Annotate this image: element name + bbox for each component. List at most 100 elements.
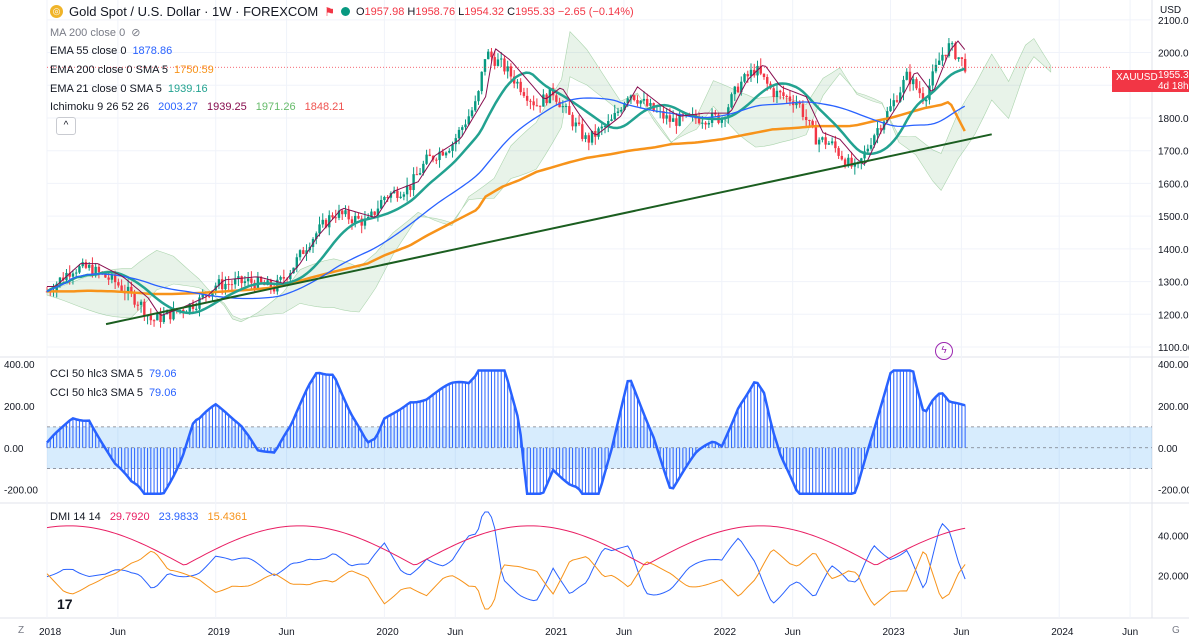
candle-body [188,303,191,312]
candle-body [571,114,574,127]
candle-body [373,211,376,215]
candle-body [493,57,496,66]
candle-body [931,71,934,86]
price-tick-label: 1400.00 [1158,245,1189,256]
legend-cci1[interactable]: CCI 50 hlc3 SMA 5 79.06 [50,368,177,380]
candle-body [363,218,367,226]
candle-body [480,71,483,92]
grid [0,0,1189,619]
candle-body [224,283,227,290]
legend-ichimoku[interactable]: Ichimoku 9 26 52 26 2003.27 1939.25 1971… [50,101,345,113]
candle-body [289,273,292,280]
candle-body [337,210,341,218]
candle-body [558,101,561,108]
candle-body [344,210,347,215]
candle-body [895,100,899,102]
candle-body [120,285,123,292]
candle-body [532,101,535,106]
price-tick-label: 2100.00 [1158,16,1189,27]
time-tick-label: 2022 [714,627,737,638]
flag-icon[interactable]: ⚑ [324,4,335,19]
legend-ema21[interactable]: EMA 21 close 0 SMA 5 1939.16 [50,83,208,95]
ema55-line [46,97,966,300]
legend-ma200[interactable]: MA 200 close 0 ⊘ [50,27,141,39]
candle-body [824,137,827,145]
candle-body [811,120,814,128]
ema200-line [47,100,966,296]
time-tick-label: Jun [953,627,969,638]
time-tick-label: 2023 [883,627,906,638]
candle-body [899,92,902,102]
candle-body [81,262,84,267]
candle-body [94,266,97,276]
candle-body [425,154,428,164]
cci-tick-label-left: 0.00 [4,444,24,455]
candle-body [798,102,801,105]
candle-body [834,141,837,149]
candle-body [863,151,866,159]
candle-body [827,143,831,145]
candle-body [467,116,470,125]
candle-body [915,79,918,89]
zoom-button[interactable]: Z [18,625,25,636]
candle-body [126,286,130,294]
candle-body [937,60,941,65]
candle-body [963,58,967,72]
candle-body [808,120,811,122]
candle-body [376,208,380,215]
candle-body [950,43,954,45]
candle-body [587,135,590,143]
legend-ema55[interactable]: EMA 55 close 0 1878.86 [50,45,173,57]
legend-dmi[interactable]: DMI 14 14 29.7920 23.9833 15.4361 [50,511,248,523]
candle-body [405,185,409,195]
candle-body [581,124,584,139]
candle-body [441,151,445,156]
candle-body [879,128,882,130]
price-tick-label: 1100.00 [1158,343,1189,354]
candle-body [298,250,302,258]
collapse-legend-button[interactable]: ^ [56,117,76,135]
candle-body [143,301,146,317]
candle-body [412,174,415,191]
time-tick-label: 2024 [1051,627,1074,638]
candle-body [522,92,526,96]
hidden-eye-icon[interactable]: ⊘ [131,27,141,39]
tradingview-logo[interactable]: 17 [57,596,73,612]
candle-body [230,284,234,286]
candle-body [324,219,328,228]
candle-body [302,250,305,254]
candle-body [701,122,704,124]
price-tick-label: 1500.00 [1158,212,1189,223]
legend-ema200[interactable]: EMA 200 close 0 SMA 5 1750.59 [50,64,214,76]
goto-button[interactable]: G [1172,625,1180,636]
candle-body [253,282,256,289]
candle-body [97,266,101,273]
symbol-title[interactable]: Gold Spot / U.S. Dollar · 1W · FOREXCOM [69,4,319,19]
candle-body [58,277,62,284]
candle-body [730,94,733,108]
legend-cci2[interactable]: CCI 50 hlc3 SMA 5 79.06 [50,387,177,399]
candle-body [928,85,931,100]
candle-body [645,98,649,106]
candle-body [697,118,701,124]
candle-body [461,127,464,130]
ohlc-values: O1957.98 H1958.76 L1954.32 C1955.33 −2.6… [355,5,634,18]
candle-body [321,219,324,225]
candle-body [315,233,318,240]
candle-body [746,74,749,77]
cci-tick-label: -200.00 [1158,486,1189,497]
candle-body [753,69,756,76]
candle-body [159,313,162,323]
candle-body [227,283,230,285]
time-tick-label: Jun [279,627,295,638]
candle-body [386,196,389,198]
lightning-icon[interactable]: ϟ [935,342,953,360]
time-tick-label: Jun [785,627,801,638]
candle-body [733,86,736,95]
candle-body [574,122,578,127]
candle-body [201,294,204,298]
candle-body [866,148,870,152]
candle-body [542,94,545,107]
candle-body [603,125,607,127]
